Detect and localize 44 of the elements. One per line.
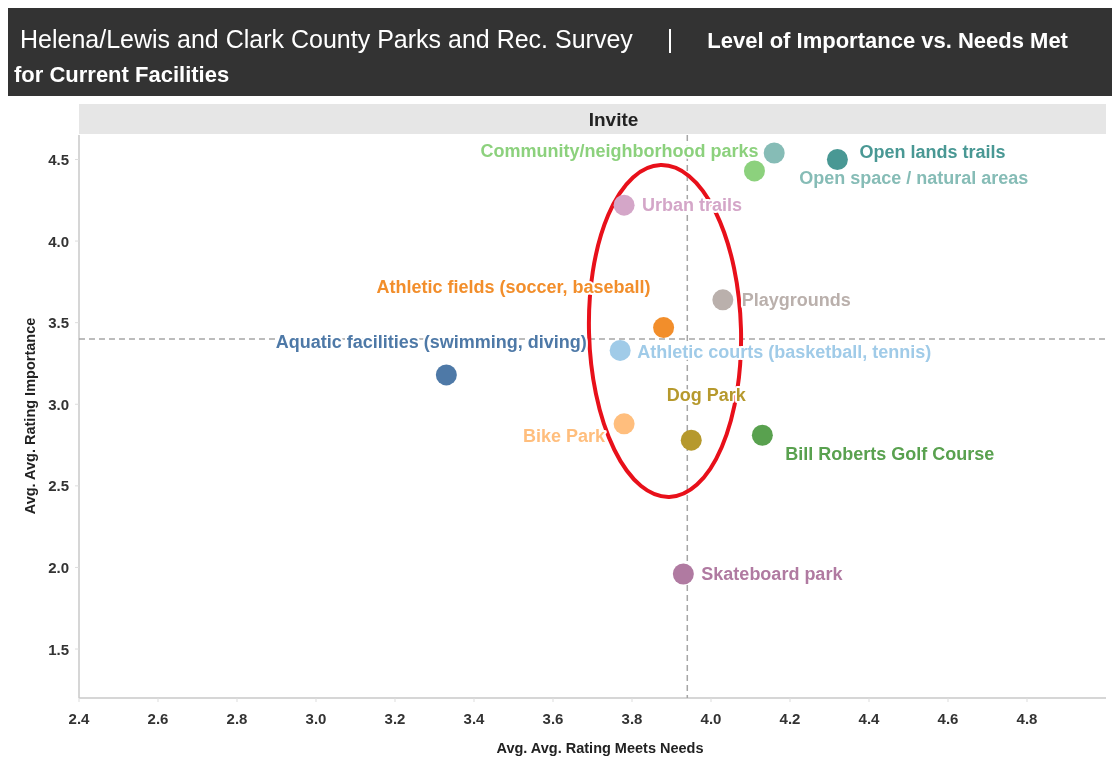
y-tick-label: 3.0 [48, 395, 69, 413]
x-tick-label: 3.6 [542, 709, 564, 727]
x-tick-label: 4.2 [779, 709, 801, 727]
point [609, 339, 631, 361]
point [826, 148, 848, 170]
x-tick-label: 4.6 [937, 709, 959, 727]
y-tick-label: 4.0 [48, 232, 69, 250]
point [743, 160, 765, 182]
point [613, 413, 635, 435]
x-tick-label: 3.4 [463, 709, 486, 727]
series-label: Open space / natural areas [799, 167, 1029, 188]
x-axis-title: Avg. Avg. Rating Meets Needs [496, 740, 704, 756]
series-label: Community/neighborhood parks [480, 140, 759, 161]
point [613, 194, 635, 216]
x-tick-label: 2.8 [226, 709, 248, 727]
y-tick-label: 2.5 [48, 477, 69, 495]
x-tick-label: 2.6 [147, 709, 169, 727]
y-axis-title: Avg. Avg. Rating Importance [22, 317, 38, 515]
point [653, 317, 675, 339]
series-label: Bike Park [523, 425, 607, 446]
point [435, 364, 457, 386]
y-tick-label: 4.5 [48, 150, 69, 168]
point [763, 142, 785, 164]
chart-title: Helena/Lewis and Clark County Parks and Rec. Survey | Level of Importance vs. Needs Met for Current Facilities [14, 25, 1068, 87]
point [672, 563, 694, 585]
point [751, 424, 773, 446]
y-tick-label: 2.0 [48, 558, 69, 576]
point [712, 289, 734, 311]
x-tick-label: 3.2 [384, 709, 406, 727]
x-tick-label: 4.0 [700, 709, 722, 727]
series-label: Aquatic facilities (swimming, diving) [275, 331, 587, 352]
series-label: Skateboard park [701, 563, 844, 584]
text: Invite [588, 108, 639, 130]
point [680, 429, 702, 451]
x-tick-label: 3.8 [621, 709, 643, 727]
x-tick-label: 4.8 [1016, 709, 1038, 727]
x-tick-label: 4.4 [858, 709, 881, 727]
series-label: Playgrounds [741, 289, 851, 310]
x-tick-label: 3.0 [305, 709, 327, 727]
series-label: Open lands trails [859, 142, 1006, 163]
series-label: Bill Roberts Golf Course [785, 444, 995, 465]
y-tick-label: 1.5 [48, 640, 69, 658]
x-tick-label: 2.4 [68, 709, 91, 727]
y-tick-label: 3.5 [48, 314, 69, 332]
